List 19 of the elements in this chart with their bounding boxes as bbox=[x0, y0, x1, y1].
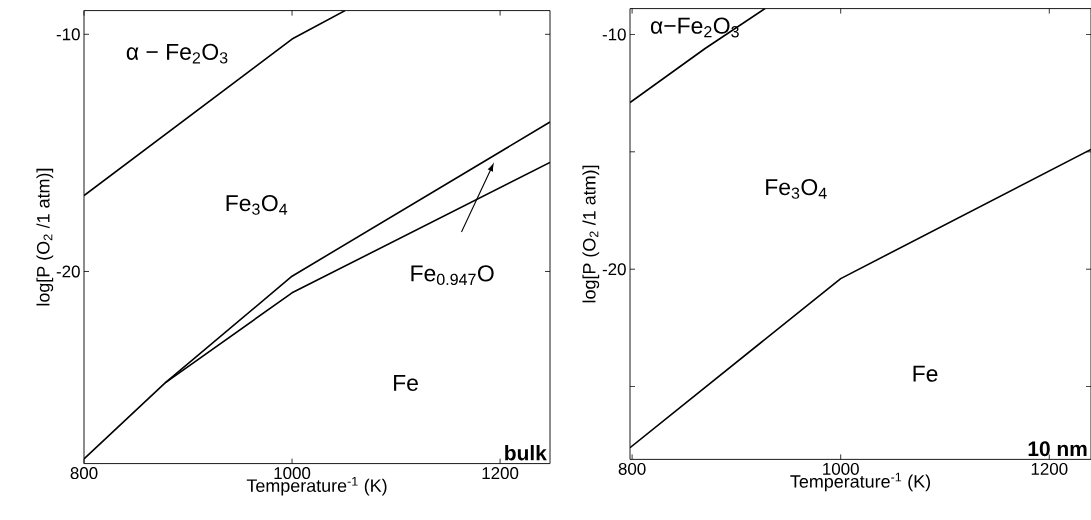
y-tick-label: -10 bbox=[56, 28, 80, 41]
annotation: Fe$_{0.947}$O bbox=[411, 265, 494, 286]
x-tick-label: 1200 bbox=[1031, 462, 1068, 475]
annotation: Fe$_{3}$O$_{4}$ bbox=[226, 194, 288, 215]
annotation: α−Fe$_{2}$O$_{3}$ bbox=[650, 17, 739, 38]
y-tick-label: -20 bbox=[602, 263, 626, 276]
annotation: bulk bbox=[505, 445, 547, 461]
x-tick-label: 800 bbox=[70, 467, 98, 480]
y-axis-title: log[P (O$_{2}$ /1 atm)] bbox=[36, 168, 54, 306]
annotation: Fe bbox=[394, 374, 418, 391]
x-tick-label: 1200 bbox=[482, 467, 519, 480]
x-tick-label: 800 bbox=[618, 462, 646, 475]
y-tick-label: -10 bbox=[602, 28, 626, 41]
annotation: 10 nm bbox=[1028, 441, 1087, 457]
annotation: Fe$_{3}$O$_{4}$ bbox=[766, 178, 827, 199]
annotation: α − Fe$_{2}$O$_{3}$ bbox=[126, 43, 228, 64]
annotation: Fe bbox=[913, 365, 938, 382]
y-axis-title: log[P (O$_{2}$ /1 atm)] bbox=[582, 165, 600, 303]
y-tick-label: -20 bbox=[56, 265, 80, 278]
